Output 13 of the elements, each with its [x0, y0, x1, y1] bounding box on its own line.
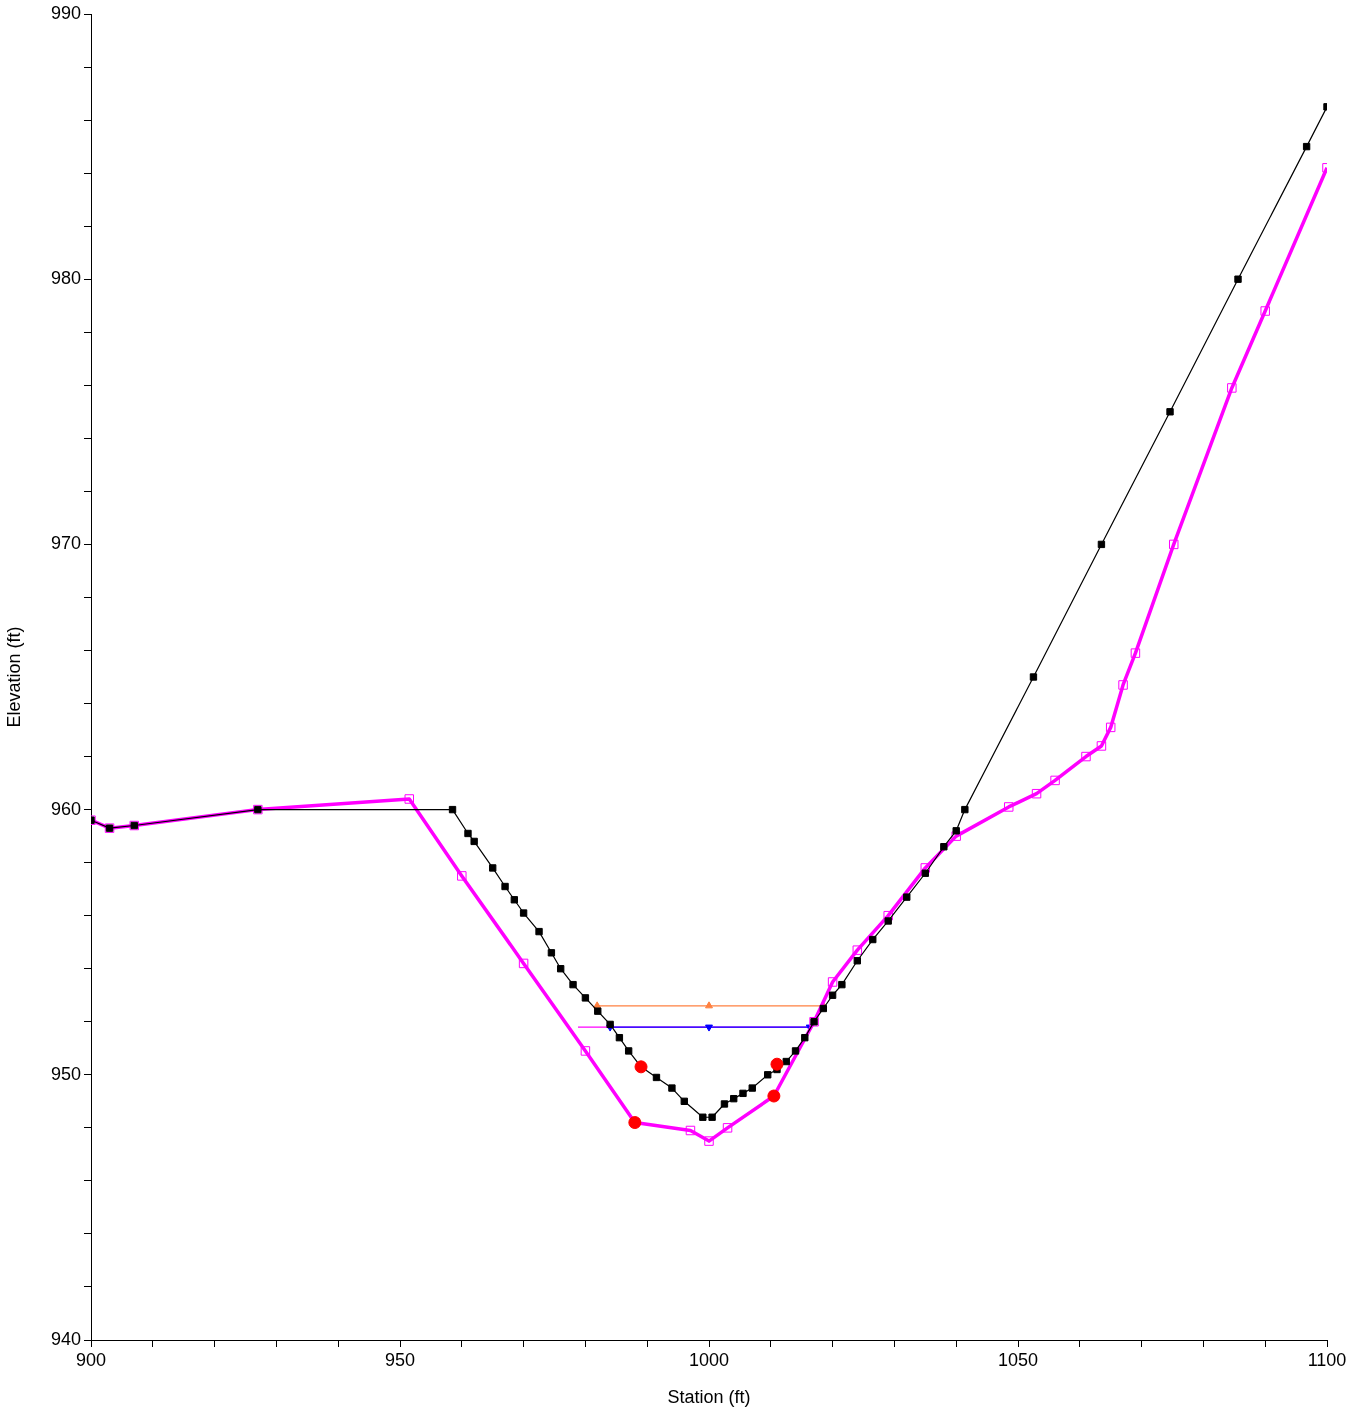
x-tick-label: 950	[384, 1349, 416, 1370]
y-tick-label: 990	[50, 2, 81, 23]
x-tick-label: 1000	[688, 1349, 730, 1370]
x-tick-label: 1100	[1307, 1349, 1347, 1370]
x-tick-label: 900	[75, 1349, 107, 1370]
x-tick-label: 1050	[997, 1349, 1039, 1370]
x-axis-title: Station (ft)	[667, 1387, 751, 1408]
y-tick-label: 940	[50, 1328, 81, 1349]
y-axis-title: Elevation (ft)	[3, 626, 24, 728]
y-tick-label: 960	[50, 798, 81, 819]
y-tick-label: 980	[50, 268, 81, 289]
y-tick-label: 970	[50, 533, 81, 554]
y-tick-label: 950	[50, 1063, 81, 1084]
